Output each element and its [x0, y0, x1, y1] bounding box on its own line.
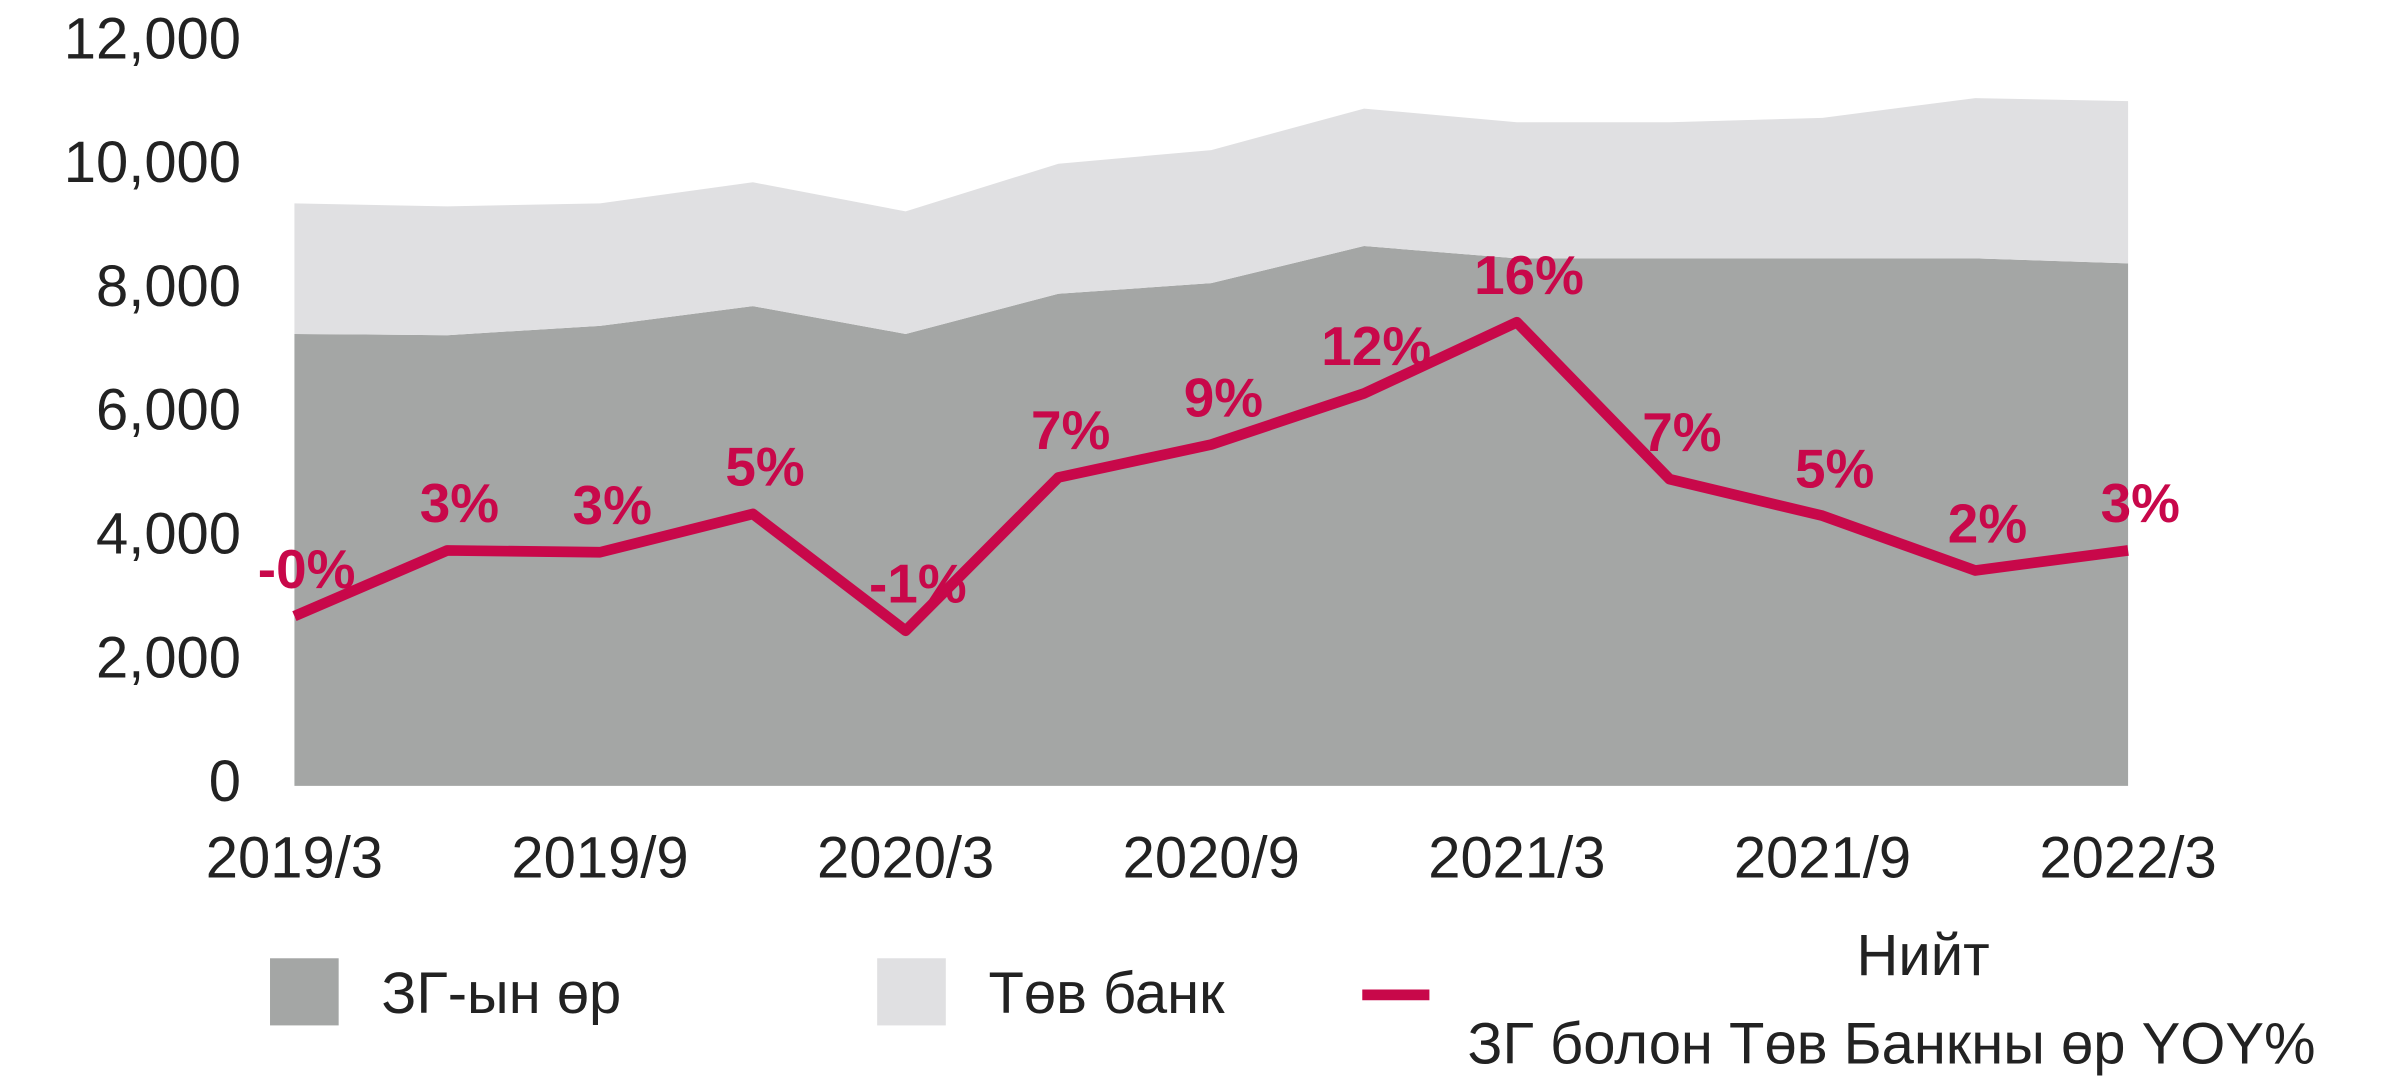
legend-swatch [877, 958, 946, 1026]
data-label: 3% [420, 472, 499, 534]
data-label: 2% [1948, 492, 2027, 554]
area [294, 98, 2129, 336]
data-label: 5% [1795, 438, 1874, 500]
x-tick-label: 2020/9 [1123, 826, 1300, 890]
data-label: -1% [869, 553, 967, 615]
y-tick-label: 0 [209, 750, 241, 814]
y-tick-label: 10,000 [64, 131, 241, 195]
legend-label-line: Нийт [1856, 924, 1990, 989]
y-tick-label: 8,000 [96, 255, 241, 319]
line [292, 316, 2129, 637]
x-tick-label: 2020/3 [817, 826, 994, 890]
data-label: 3% [2101, 472, 2180, 534]
x-tick-label: 2021/3 [1428, 826, 1605, 890]
y-tick-label: 12,000 [64, 7, 241, 71]
area [294, 246, 2129, 786]
x-tick-label: 2019/9 [511, 826, 688, 890]
y-tick-label: 2,000 [96, 626, 241, 690]
legend-swatch [270, 958, 339, 1026]
legend-label: ЗГ-ын өр [381, 962, 621, 1026]
data-label: 12% [1321, 315, 1431, 377]
legend-label: Төв банк [989, 962, 1226, 1026]
data-label: -0% [258, 538, 356, 600]
data-label: 5% [725, 436, 804, 498]
y-tick-label: 4,000 [96, 503, 241, 567]
data-label: 9% [1184, 366, 1263, 428]
x-tick-label: 2021/9 [1734, 826, 1911, 890]
data-label: 3% [573, 474, 652, 536]
data-label: 7% [1642, 401, 1721, 463]
legend-label-box: Нийт ЗГ болон Төв Банкны өр YOY% [1454, 913, 2392, 1076]
legend-label: Нийт ЗГ болон Төв Банкны өр YOY% [1454, 913, 2392, 1076]
legend-label-line: ЗГ болон Төв Банкны өр YOY% [1467, 1013, 2316, 1076]
data-label: 7% [1031, 399, 1110, 461]
y-tick-label: 6,000 [96, 379, 241, 443]
x-tick-label: 2022/3 [2039, 826, 2216, 890]
data-label: 16% [1474, 244, 1584, 306]
x-tick-label: 2019/3 [206, 826, 383, 890]
